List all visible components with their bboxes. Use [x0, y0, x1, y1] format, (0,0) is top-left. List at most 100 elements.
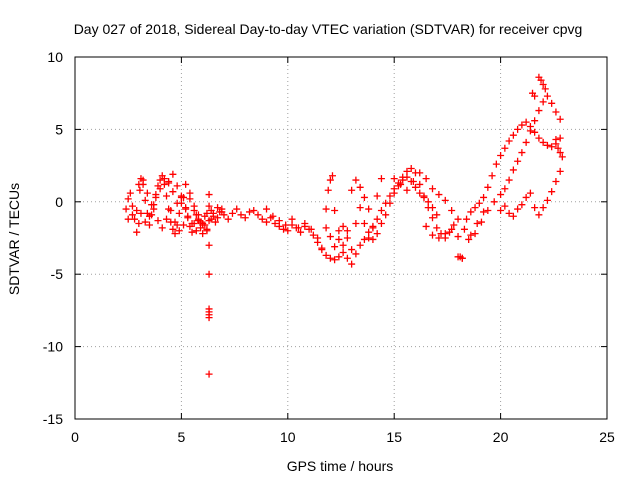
data-point: [377, 220, 385, 228]
data-point: [435, 234, 443, 242]
data-point: [241, 214, 249, 222]
x-tick-label: 20: [493, 429, 509, 445]
data-point: [465, 235, 473, 243]
data-point: [188, 228, 196, 236]
data-point: [522, 193, 530, 201]
data-point: [539, 138, 547, 146]
data-point: [169, 188, 177, 196]
y-tick-label: 5: [55, 121, 63, 137]
data-point: [124, 215, 132, 223]
plot-frame: [74, 56, 608, 420]
data-point: [556, 134, 564, 142]
data-point: [386, 199, 394, 207]
data-point: [143, 189, 151, 197]
data-point: [522, 118, 530, 126]
data-point: [194, 215, 202, 223]
data-point: [488, 172, 496, 180]
data-point: [331, 206, 339, 214]
data-point: [471, 204, 479, 212]
data-point: [205, 314, 213, 322]
data-point: [152, 193, 160, 201]
data-point: [497, 191, 505, 199]
data-point: [136, 186, 144, 194]
data-point: [490, 198, 498, 206]
x-tick-label: 0: [71, 429, 79, 445]
data-point: [180, 221, 188, 229]
data-point: [535, 211, 543, 219]
data-point: [458, 254, 466, 262]
data-point: [318, 244, 326, 252]
data-point: [416, 169, 424, 177]
data-point: [171, 230, 179, 238]
data-point: [182, 205, 190, 213]
data-point: [539, 204, 547, 212]
data-point: [135, 220, 143, 228]
data-point: [416, 189, 424, 197]
data-point: [282, 221, 290, 229]
data-point: [139, 176, 147, 184]
data-point: [148, 201, 156, 209]
data-point: [322, 251, 330, 259]
data-point: [365, 205, 373, 213]
data-point: [484, 206, 492, 214]
data-point: [397, 180, 405, 188]
data-point: [352, 220, 360, 228]
data-point: [448, 206, 456, 214]
data-point: [141, 196, 149, 204]
data-point: [173, 182, 181, 190]
data-point: [460, 225, 468, 233]
data-point: [422, 175, 430, 183]
data-point: [160, 175, 168, 183]
data-point: [263, 218, 271, 226]
data-point: [309, 231, 317, 239]
data-point: [205, 270, 213, 278]
data-point: [360, 235, 368, 243]
data-point: [343, 254, 351, 262]
data-point: [467, 231, 475, 239]
data-point: [190, 206, 198, 214]
data-point: [399, 176, 407, 184]
data-point: [543, 92, 551, 100]
axes: [74, 56, 608, 420]
data-point: [429, 185, 437, 193]
data-point: [518, 201, 526, 209]
data-point: [480, 208, 488, 216]
data-point: [126, 189, 134, 197]
data-point: [448, 225, 456, 233]
data-point: [514, 205, 522, 213]
data-point: [373, 215, 381, 223]
data-point: [424, 198, 432, 206]
data-point: [326, 254, 334, 262]
data-point: [454, 233, 462, 241]
data-point: [186, 195, 194, 203]
data-point: [237, 211, 245, 219]
data-point: [411, 183, 419, 191]
x-tick-label: 25: [599, 429, 615, 445]
data-point: [473, 220, 481, 228]
data-point: [173, 199, 181, 207]
data-point: [514, 157, 522, 165]
data-point: [441, 196, 449, 204]
data-point: [301, 220, 309, 228]
data-point: [348, 260, 356, 268]
data-point: [475, 199, 483, 207]
data-point: [307, 225, 315, 233]
y-tick-label: 0: [55, 194, 63, 210]
data-point: [386, 192, 394, 200]
data-point: [356, 183, 364, 191]
data-point: [339, 241, 347, 249]
data-point: [156, 176, 164, 184]
data-point: [209, 209, 217, 217]
data-point: [409, 178, 417, 186]
y-tick-label: -5: [51, 266, 64, 282]
data-point: [537, 76, 545, 84]
data-point: [322, 205, 330, 213]
data-point: [203, 227, 211, 235]
data-point: [403, 173, 411, 181]
data-point: [548, 143, 556, 151]
data-point: [543, 141, 551, 149]
data-point: [539, 98, 547, 106]
data-points: [122, 73, 566, 378]
